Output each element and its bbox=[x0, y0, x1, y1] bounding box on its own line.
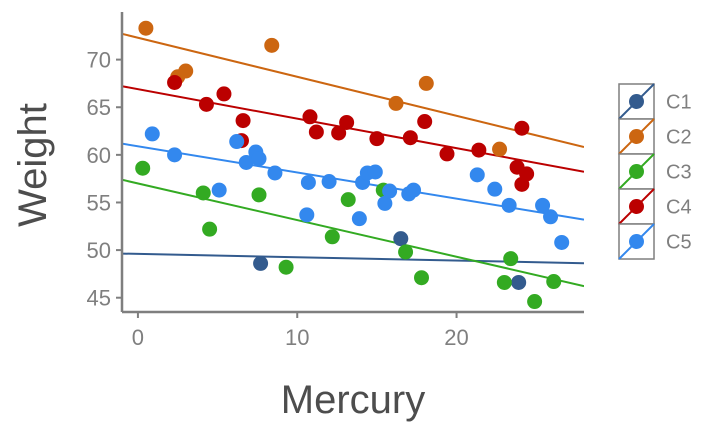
legend-item-c1: C1 bbox=[618, 83, 692, 120]
data-point bbox=[167, 74, 183, 90]
data-point bbox=[398, 244, 414, 260]
data-point bbox=[340, 192, 356, 208]
data-point bbox=[501, 197, 517, 213]
data-point bbox=[554, 234, 570, 250]
legend-label: C3 bbox=[666, 162, 692, 184]
y-tick-label: 60 bbox=[87, 143, 111, 168]
legend-key-point bbox=[629, 129, 644, 144]
legend-item-c2: C2 bbox=[618, 118, 692, 155]
data-point bbox=[388, 95, 404, 111]
data-point bbox=[251, 187, 267, 203]
legend-key-point bbox=[629, 94, 644, 109]
data-point bbox=[519, 166, 535, 182]
data-point bbox=[138, 20, 154, 36]
data-point bbox=[195, 185, 211, 201]
data-point bbox=[406, 182, 422, 198]
data-point bbox=[414, 270, 430, 286]
data-point bbox=[299, 207, 315, 223]
data-point bbox=[546, 274, 562, 290]
data-point bbox=[300, 174, 316, 190]
y-tick-label: 50 bbox=[87, 238, 111, 263]
fit-line-c2 bbox=[122, 32, 584, 149]
data-point bbox=[402, 130, 418, 146]
data-point bbox=[417, 114, 433, 130]
data-point bbox=[496, 274, 512, 290]
legend-label: C5 bbox=[666, 232, 692, 254]
data-point bbox=[321, 174, 337, 190]
y-tick-label: 45 bbox=[87, 286, 111, 311]
data-point bbox=[543, 209, 559, 225]
data-point bbox=[235, 113, 251, 129]
data-point bbox=[369, 131, 385, 147]
legend-item-c5: C5 bbox=[618, 223, 692, 260]
data-point bbox=[503, 251, 519, 267]
series-c5 bbox=[144, 126, 570, 250]
fit-line-c4 bbox=[122, 85, 584, 173]
data-point bbox=[324, 229, 340, 245]
data-point bbox=[393, 231, 409, 247]
legend-label: C4 bbox=[666, 197, 692, 219]
data-point bbox=[487, 181, 503, 197]
plot-area bbox=[122, 20, 584, 310]
series-c1 bbox=[253, 231, 527, 290]
y-axis-title: Weight bbox=[11, 103, 55, 227]
data-point bbox=[469, 167, 485, 183]
data-point bbox=[511, 274, 527, 290]
data-point bbox=[178, 63, 194, 79]
legend-key-point bbox=[629, 199, 644, 214]
data-point bbox=[216, 86, 232, 102]
data-point bbox=[492, 141, 508, 157]
legend-item-c4: C4 bbox=[618, 188, 692, 225]
y-tick-label: 65 bbox=[87, 95, 111, 120]
legend-label: C2 bbox=[666, 127, 692, 149]
data-point bbox=[339, 114, 355, 130]
data-point bbox=[238, 154, 254, 170]
data-point bbox=[535, 197, 551, 213]
y-tick-label: 55 bbox=[87, 190, 111, 215]
series-c4 bbox=[167, 74, 535, 192]
data-point bbox=[527, 294, 543, 310]
x-tick-label: 10 bbox=[285, 325, 309, 350]
legend-item-c3: C3 bbox=[618, 153, 692, 190]
data-point bbox=[418, 75, 434, 91]
data-point bbox=[211, 182, 227, 198]
data-point bbox=[144, 126, 160, 142]
legend-key-point bbox=[629, 234, 644, 249]
data-point bbox=[331, 125, 347, 141]
series-c2 bbox=[138, 20, 508, 157]
data-point bbox=[471, 142, 487, 158]
x-axis-title: Mercury bbox=[281, 378, 425, 422]
legend-label: C1 bbox=[666, 92, 692, 114]
data-point bbox=[198, 96, 214, 112]
data-point bbox=[351, 211, 367, 227]
data-point bbox=[251, 151, 267, 167]
data-point bbox=[439, 146, 455, 162]
x-tick-label: 0 bbox=[132, 325, 144, 350]
data-point bbox=[302, 109, 318, 125]
data-point bbox=[514, 120, 530, 136]
data-point bbox=[135, 160, 151, 176]
data-point bbox=[367, 164, 383, 180]
data-point bbox=[267, 165, 283, 181]
data-point bbox=[264, 37, 280, 53]
data-point bbox=[308, 124, 324, 140]
series-c3 bbox=[135, 160, 562, 310]
axes: 0 10 20 45 50 55 60 65 70 bbox=[87, 12, 584, 350]
legend-key-point bbox=[629, 164, 644, 179]
x-tick-label: 20 bbox=[444, 325, 468, 350]
data-point bbox=[382, 183, 398, 199]
data-point bbox=[202, 221, 218, 237]
data-point bbox=[253, 255, 269, 271]
legend: C1 C2 C3 C4 C5 bbox=[618, 83, 692, 260]
data-point bbox=[377, 195, 393, 211]
y-tick-label: 70 bbox=[87, 48, 111, 73]
data-point bbox=[229, 134, 245, 150]
data-point bbox=[278, 259, 294, 275]
data-point bbox=[167, 147, 183, 163]
